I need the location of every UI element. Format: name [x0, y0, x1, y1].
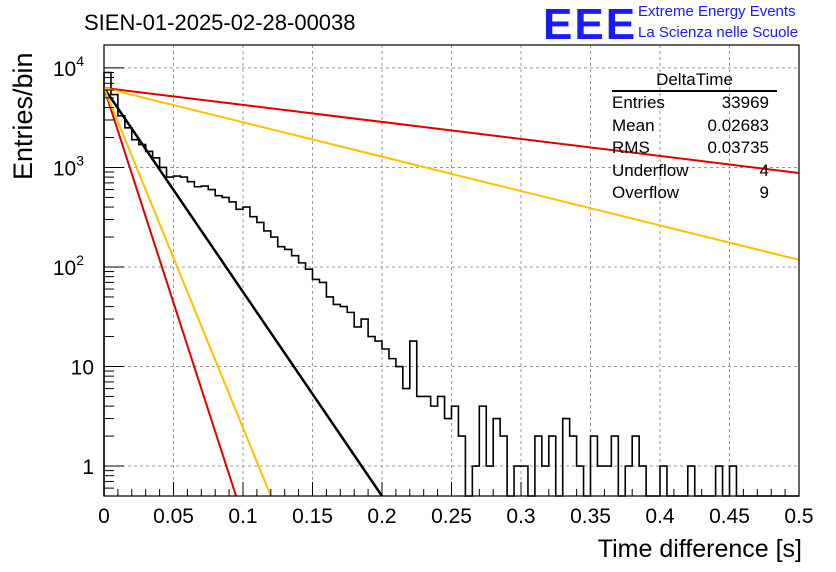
stats-value: 4: [759, 160, 769, 180]
x-tick-label: 0.3: [506, 505, 535, 528]
x-tick-label: 0.4: [645, 505, 675, 528]
stats-label: Underflow: [612, 160, 689, 180]
stats-row: Overflow 9: [612, 182, 777, 205]
fit-line: [103, 87, 272, 497]
stats-title: DeltaTime: [612, 70, 777, 92]
x-tick-label: 0.5: [784, 505, 813, 528]
y-tick-label: 1: [82, 456, 94, 479]
stats-value: 0.03735: [707, 138, 769, 157]
x-axis-label: Time difference [s]: [597, 535, 802, 563]
stats-value: 9: [759, 183, 769, 202]
fit-line: [102, 87, 384, 497]
stats-row: Mean 0.02683: [612, 115, 777, 138]
logo-subtitle-line1: Extreme Energy Events: [638, 3, 796, 20]
logo-subtitle-line2: La Scienza nelle Scuole: [638, 24, 799, 41]
y-tick-label: 103: [53, 152, 84, 180]
x-tick-label: 0.35: [570, 505, 611, 528]
x-tick-label: 0.15: [292, 505, 333, 528]
y-tick-label: 104: [53, 53, 84, 81]
stats-value: 0.02683: [707, 115, 769, 135]
x-tick-label: 0.1: [228, 505, 257, 528]
stats-row: Underflow 4: [612, 160, 777, 183]
x-tick-label: 0.2: [367, 505, 396, 528]
histogram-series: [103, 71, 799, 497]
tick-layer: [103, 67, 800, 497]
eee-logo: EEE: [543, 0, 638, 49]
stats-row: RMS 0.03735: [612, 137, 777, 160]
fit-line: [103, 86, 800, 174]
stats-label: RMS: [612, 138, 650, 157]
y-axis-label: Entries/bin: [8, 52, 38, 180]
x-tick-label: 0.25: [431, 505, 472, 528]
x-tick-label: 0.45: [709, 505, 750, 528]
y-tick-label: 10: [71, 357, 94, 380]
fit-line: [103, 87, 238, 497]
grid-layer: [104, 45, 799, 496]
stats-row: Entries 33969: [612, 92, 777, 115]
tick-label-layer: 0 0.05 0.1 0.15 0.2 0.25 0.3 0.35 0.4 0.45 0.5 1 10 1…: [53, 53, 814, 528]
data-layer: [102, 71, 800, 497]
stats-box: DeltaTime Entries 33969 Mean 0.02683 RMS 0.…: [612, 70, 777, 205]
fit-line: [103, 86, 800, 261]
x-tick-label: 0: [98, 505, 110, 528]
x-tick-label: 0.05: [153, 505, 194, 528]
run-title: SIEN-01-2025-02-28-00038: [84, 10, 356, 35]
stats-label: Overflow: [612, 183, 680, 202]
stats-label: Entries: [612, 93, 665, 112]
y-tick-label: 102: [53, 252, 84, 280]
stats-value: 33969: [721, 93, 769, 112]
stats-label: Mean: [612, 115, 655, 135]
